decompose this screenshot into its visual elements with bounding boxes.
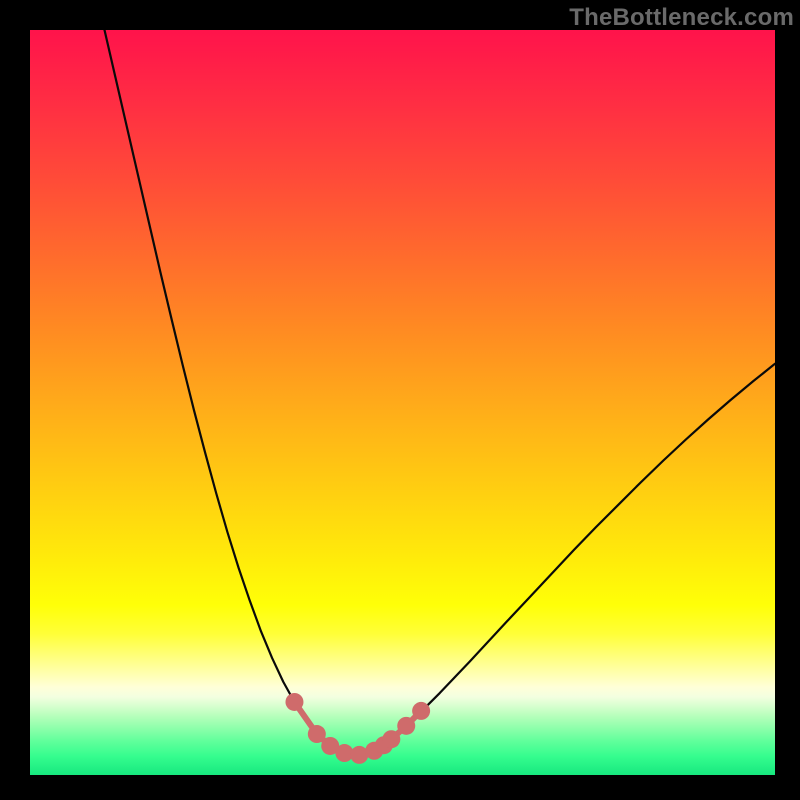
- bottleneck-curve: [105, 30, 776, 755]
- chart-svg: [30, 30, 775, 775]
- marker-dot: [382, 730, 400, 748]
- watermark-label: TheBottleneck.com: [569, 4, 794, 32]
- marker-dot: [308, 725, 326, 743]
- marker-dot: [412, 702, 430, 720]
- marker-dot: [285, 693, 303, 711]
- marker-dot: [397, 717, 415, 735]
